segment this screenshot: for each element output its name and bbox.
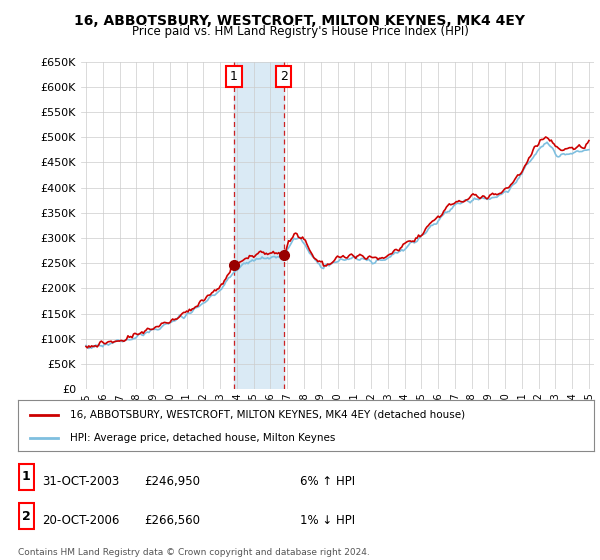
Text: 2: 2 xyxy=(22,510,31,522)
Text: 1: 1 xyxy=(230,70,238,83)
FancyBboxPatch shape xyxy=(19,503,34,529)
Text: 6% ↑ HPI: 6% ↑ HPI xyxy=(300,475,355,488)
Text: Price paid vs. HM Land Registry's House Price Index (HPI): Price paid vs. HM Land Registry's House … xyxy=(131,25,469,38)
Text: £266,560: £266,560 xyxy=(144,514,200,527)
Text: 2: 2 xyxy=(280,70,287,83)
Text: £246,950: £246,950 xyxy=(144,475,200,488)
Text: 16, ABBOTSBURY, WESTCROFT, MILTON KEYNES, MK4 4EY (detached house): 16, ABBOTSBURY, WESTCROFT, MILTON KEYNES… xyxy=(70,409,465,419)
Text: 20-OCT-2006: 20-OCT-2006 xyxy=(42,514,119,527)
Text: 16, ABBOTSBURY, WESTCROFT, MILTON KEYNES, MK4 4EY: 16, ABBOTSBURY, WESTCROFT, MILTON KEYNES… xyxy=(74,14,526,28)
Text: 1: 1 xyxy=(22,470,31,483)
Text: Contains HM Land Registry data © Crown copyright and database right 2024.: Contains HM Land Registry data © Crown c… xyxy=(18,548,370,557)
Text: 31-OCT-2003: 31-OCT-2003 xyxy=(42,475,119,488)
FancyBboxPatch shape xyxy=(19,464,34,490)
Text: 1% ↓ HPI: 1% ↓ HPI xyxy=(300,514,355,527)
Bar xyxy=(234,62,284,389)
Text: HPI: Average price, detached house, Milton Keynes: HPI: Average price, detached house, Milt… xyxy=(70,433,335,443)
